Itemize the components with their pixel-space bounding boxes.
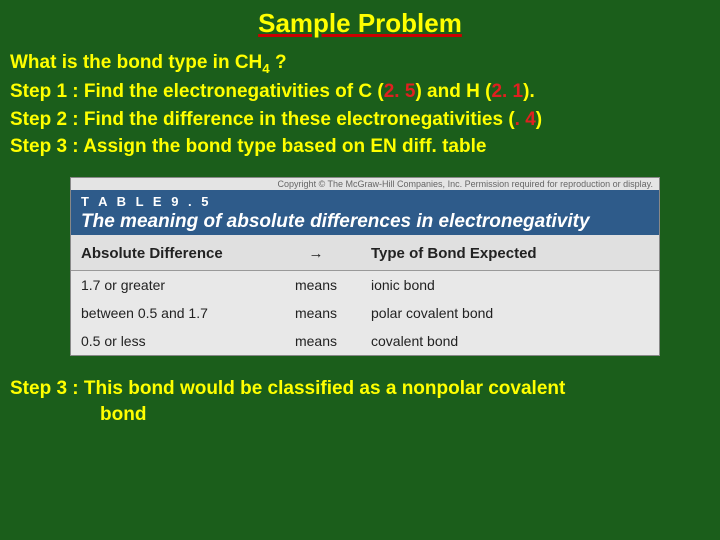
table-header-row: Absolute Difference → Type of Bond Expec… [71, 235, 659, 271]
step2-value: . 4 [515, 109, 536, 130]
step1-text-a: Step 1 : Find the electronegativities of… [10, 81, 384, 102]
en-table: Copyright © The McGraw-Hill Companies, I… [70, 177, 660, 356]
cell-bond: polar covalent bond [361, 299, 659, 327]
step-2-line: Step 2 : Find the difference in these el… [10, 106, 710, 134]
cell-bond: covalent bond [361, 327, 659, 355]
question-subscript: 4 [262, 61, 269, 76]
question-prefix: What is the bond type in CH [10, 52, 262, 73]
step1-value-2: 2. 1 [491, 81, 523, 102]
conclusion: Step 3 : This bond would be classified a… [10, 376, 710, 429]
col-bond-type: Type of Bond Expected [361, 235, 659, 271]
cell-diff: 0.5 or less [71, 327, 271, 355]
table-row: 0.5 or less means covalent bond [71, 327, 659, 355]
cell-means: means [271, 327, 361, 355]
slide-title: Sample Problem [10, 8, 710, 39]
slide: Sample Problem What is the bond type in … [0, 0, 720, 540]
step2-text-b: ) [536, 109, 542, 130]
cell-diff: between 0.5 and 1.7 [71, 299, 271, 327]
cell-diff: 1.7 or greater [71, 270, 271, 299]
conclusion-line-1: Step 3 : This bond would be classified a… [10, 376, 710, 403]
step1-text-b: ) and H ( [415, 81, 491, 102]
table-row: 1.7 or greater means ionic bond [71, 270, 659, 299]
col-absolute-difference: Absolute Difference [71, 235, 271, 271]
copyright-text: Copyright © The McGraw-Hill Companies, I… [71, 178, 659, 190]
step-3-line: Step 3 : Assign the bond type based on E… [10, 133, 710, 161]
question-line: What is the bond type in CH4 ? [10, 49, 710, 78]
col-arrow: → [271, 235, 361, 271]
cell-means: means [271, 270, 361, 299]
step2-text-a: Step 2 : Find the difference in these el… [10, 109, 515, 130]
step1-value-1: 2. 5 [384, 81, 416, 102]
question-suffix: ? [270, 52, 287, 73]
problem-steps: What is the bond type in CH4 ? Step 1 : … [10, 49, 710, 161]
table-number: T A B L E 9 . 5 [81, 194, 649, 209]
table-header: T A B L E 9 . 5 The meaning of absolute … [71, 190, 659, 235]
cell-means: means [271, 299, 361, 327]
table-row: between 0.5 and 1.7 means polar covalent… [71, 299, 659, 327]
table-body: Absolute Difference → Type of Bond Expec… [71, 235, 659, 355]
step1-text-c: ). [523, 81, 535, 102]
table-caption: The meaning of absolute differences in e… [81, 211, 649, 233]
cell-bond: ionic bond [361, 270, 659, 299]
step-1-line: Step 1 : Find the electronegativities of… [10, 78, 710, 106]
conclusion-line-2: bond [10, 402, 710, 429]
